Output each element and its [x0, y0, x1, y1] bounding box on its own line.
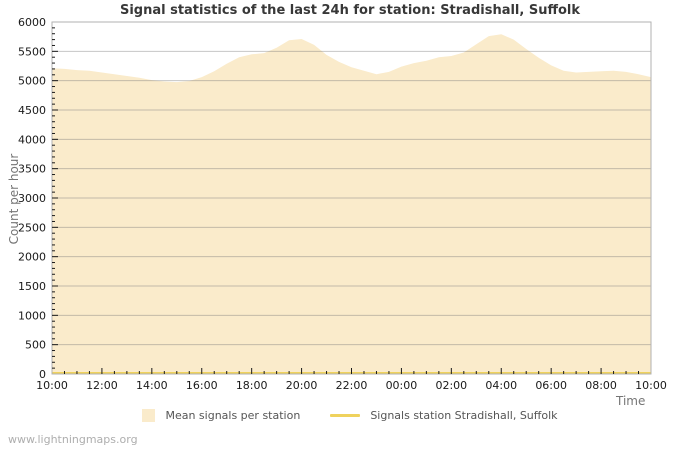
- x-tick-labels: 10:00 12:00 14:00 16:00 18:00 20:00 22:00 00:00…: [36, 379, 667, 392]
- legend: Mean signals per station Signals station…: [0, 409, 700, 422]
- y-tick-labels: 0 500 1000 1500 2000 2500 3000 3500 4000 4500 5000…: [18, 16, 46, 381]
- y-tick-label: 3000: [18, 192, 46, 205]
- axis-ticks: [52, 27, 640, 374]
- x-tick-label: 04:00: [485, 379, 517, 392]
- legend-label: Signals station Stradishall, Suffolk: [370, 409, 558, 422]
- watermark-link[interactable]: www.lightningmaps.org: [8, 433, 138, 446]
- legend-label: Mean signals per station: [165, 409, 301, 422]
- legend-item-station-signals: Signals station Stradishall, Suffolk: [330, 409, 558, 422]
- area-swatch-icon: [142, 409, 156, 422]
- legend-item-mean-signals: Mean signals per station: [142, 409, 300, 422]
- y-tick-label: 1000: [18, 309, 46, 322]
- y-tick-label: 2500: [18, 221, 46, 234]
- y-tick-label: 5000: [18, 75, 46, 88]
- y-tick-label: 2000: [18, 251, 46, 264]
- x-tick-label: 12:00: [86, 379, 118, 392]
- y-tick-label: 5500: [18, 45, 46, 58]
- line-swatch-icon: [330, 414, 361, 417]
- y-tick-label: 3500: [18, 163, 46, 176]
- y-tick-label: 500: [25, 339, 46, 352]
- x-tick-label: 10:00: [635, 379, 667, 392]
- mean-signals-area: [52, 34, 651, 375]
- y-tick-label: 4500: [18, 104, 46, 117]
- x-tick-label: 16:00: [186, 379, 218, 392]
- x-tick-label: 00:00: [386, 379, 418, 392]
- y-tick-label: 1500: [18, 280, 46, 293]
- x-axis-title: Time: [616, 394, 646, 408]
- gridlines: [52, 50, 651, 346]
- x-tick-label: 02:00: [435, 379, 467, 392]
- x-tick-label: 18:00: [236, 379, 268, 392]
- x-tick-label: 10:00: [36, 379, 68, 392]
- y-tick-label: 0: [39, 368, 46, 381]
- y-tick-label: 4000: [18, 133, 46, 146]
- x-tick-label: 14:00: [136, 379, 168, 392]
- chart-title: Signal statistics of the last 24h for st…: [119, 3, 581, 18]
- x-tick-label: 08:00: [585, 379, 617, 392]
- x-tick-label: 06:00: [535, 379, 567, 392]
- y-tick-label: 6000: [18, 16, 46, 29]
- x-tick-label: 22:00: [336, 379, 368, 392]
- x-tick-label: 20:00: [286, 379, 318, 392]
